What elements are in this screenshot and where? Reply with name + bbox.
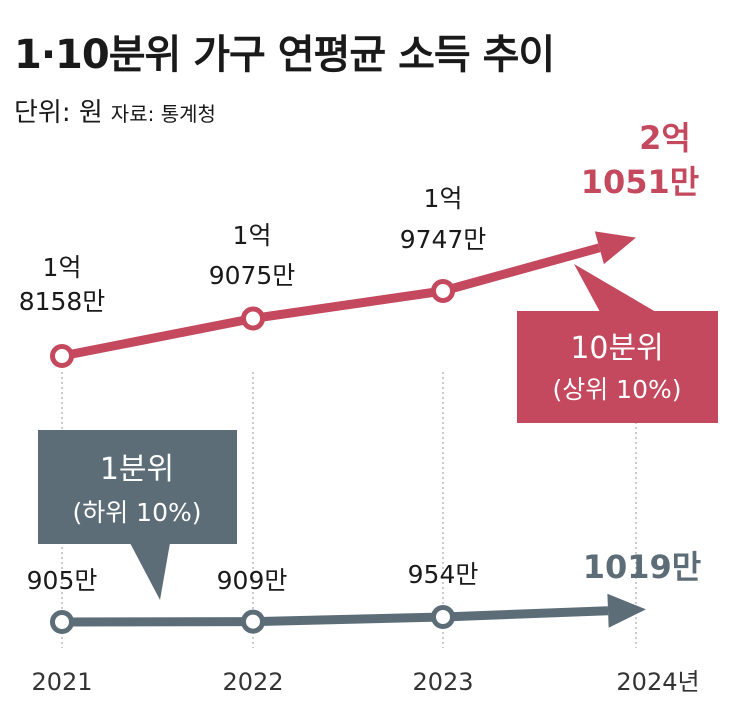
source-label: 자료: 통계청 [110,102,216,126]
x-tick-label: 2022 [222,668,283,696]
data-point-top [431,279,455,303]
final-value-bottom: 1019만 [583,548,702,586]
x-tick-label: 2023 [412,668,473,696]
value-label-bottom: 954만 [408,560,479,589]
callout-title-top: 10분위 [570,331,663,366]
value-label-top: 1억 [43,253,82,282]
final-value-top: 1051만 [581,163,700,201]
callout-pointer-top [574,264,656,312]
arrowhead-bottom [607,593,646,628]
value-label-bottom: 905만 [27,566,98,595]
value-label-top: 9747만 [400,225,487,254]
value-label-bottom: 909만 [217,566,288,595]
data-point-bottom [431,605,455,629]
data-point-bottom [241,609,265,634]
data-point-bottom [50,610,74,634]
callout-pointer-bottom [130,543,170,600]
value-label-top: 9075만 [209,261,296,290]
data-point-top [50,344,74,368]
x-tick-label: 2024년 [616,668,699,696]
value-label-top: 8158만 [19,287,106,316]
callout-box-bottom [38,430,237,544]
chart-title: 1·10분위 가구 연평균 소득 추이 [14,32,555,78]
value-label-top: 1억 [233,221,272,250]
callout-sub-top: (상위 10%) [552,375,681,404]
value-label-top: 1억 [424,184,463,213]
chart-subtitle: 단위: 원 자료: 통계청 [14,92,216,129]
callout-sub-bottom: (하위 10%) [72,498,201,527]
callout-box-top [517,311,718,423]
callout-title-bottom: 1분위 [100,452,174,487]
arrowhead-top [594,231,636,265]
x-tick-label: 2021 [31,668,92,696]
unit-label: 단위: 원 [14,98,103,128]
series-line-top [61,243,601,361]
data-point-top [241,306,265,331]
series-line-bottom [61,606,609,627]
final-value-top: 2억 [639,119,691,157]
